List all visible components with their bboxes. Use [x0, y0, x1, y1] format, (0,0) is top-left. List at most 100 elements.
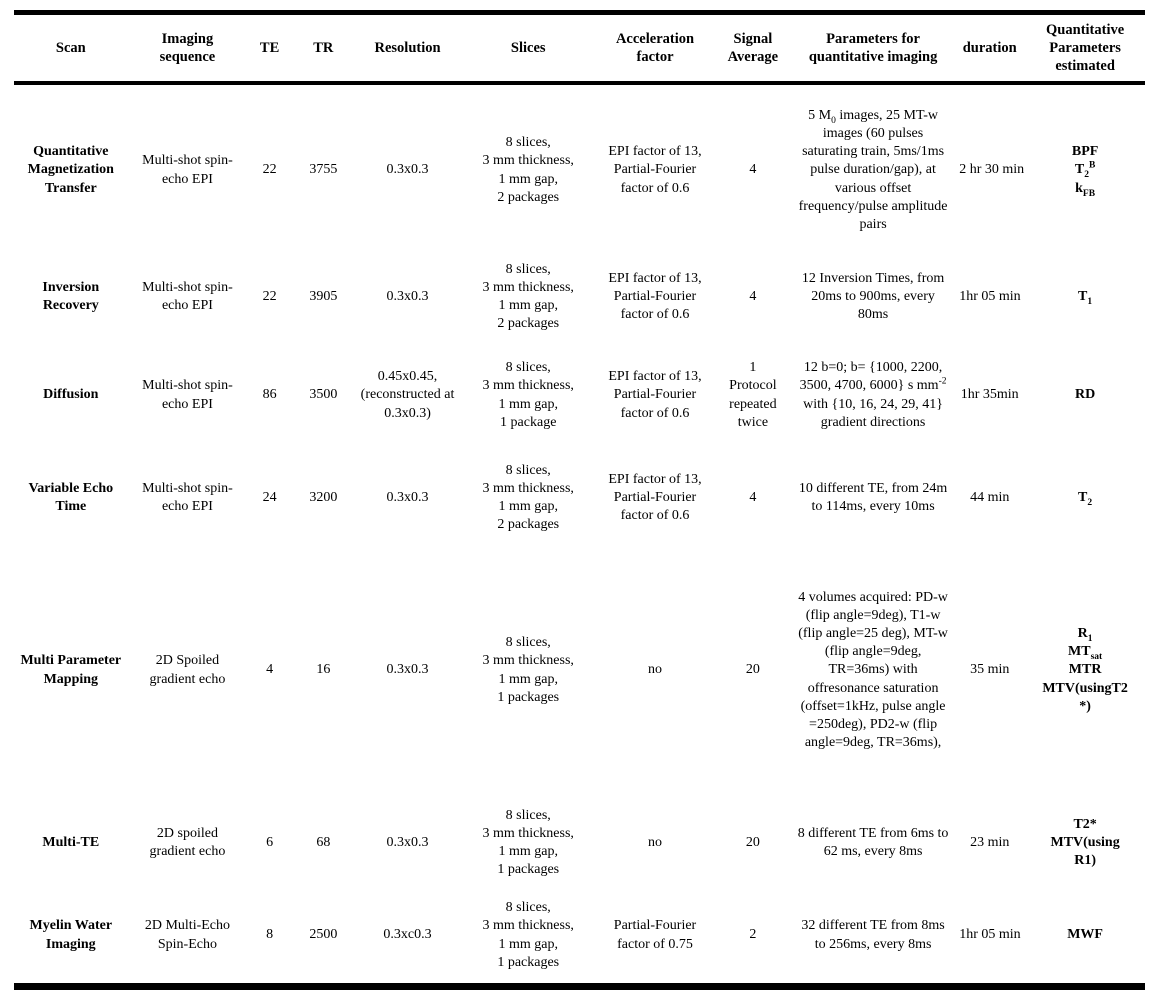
- table-row: Myelin Water Imaging 2D Multi-Echo Spin-E…: [14, 888, 1145, 983]
- table-cell: 4: [749, 288, 757, 304]
- table-body: Quantitative Magnetization Transfer Multi…: [14, 83, 1145, 983]
- table-cell: 2500: [309, 927, 338, 943]
- table-cell: 10 different TE, from 24m to 114ms, ever…: [798, 480, 948, 514]
- mri-protocol-table-wrap: Scan Imaging sequence TE TR Resolution Slices…: [14, 10, 1145, 990]
- table-cell: 3500: [309, 387, 338, 403]
- table-cell: 8 slices, 3 mm thickness, 1 mm gap, 1 packa…: [482, 635, 574, 705]
- column-header: Parameters for quantitative imaging: [808, 30, 938, 65]
- table-cell: EPI factor of 13, Partial-Fourier factor …: [608, 270, 702, 323]
- table-cell: RD: [1074, 387, 1096, 403]
- table-cell: 2D Spoiled gradient echo: [149, 653, 226, 687]
- table-cell: 4: [749, 489, 757, 505]
- column-header: Signal Average: [727, 30, 779, 65]
- table-cell: 32 different TE from 8ms to 256ms, every…: [801, 918, 945, 952]
- table-cell: 8 slices, 3 mm thickness, 1 mm gap, 2 packa…: [482, 462, 574, 533]
- table-cell: EPI factor of 13, Partial-Fourier factor …: [608, 471, 702, 524]
- table-cell: 0.3x0.3: [386, 162, 429, 178]
- table-cell: 1hr 05 min: [959, 288, 1021, 304]
- table-row: Inversion Recovery Multi-shot spin-echo E…: [14, 256, 1145, 338]
- table-cell: 0.3xc0.3: [383, 927, 432, 943]
- table-header: Scan Imaging sequence TE TR Resolution Slices…: [14, 15, 1145, 83]
- table-cell: no: [648, 834, 663, 850]
- table-cell: 3755: [309, 162, 338, 178]
- table-row: Diffusion Multi-shot spin-echo EPI 86 3500 0…: [14, 338, 1145, 453]
- table-cell: 12 Inversion Times, from 20ms to 900ms, …: [801, 270, 945, 323]
- table-cell: 86: [262, 387, 277, 403]
- table-cell: 8 slices, 3 mm thickness, 1 mm gap, 2 packa…: [482, 135, 574, 205]
- table-cell: 2: [749, 927, 757, 943]
- table-cell: 3905: [309, 288, 338, 304]
- column-header: Acceleration factor: [615, 30, 695, 65]
- table-row: Multi-TE 2D spoiled gradient echo 6 68 0.3x0…: [14, 798, 1145, 888]
- table-cell: 8 slices, 3 mm thickness, 1 mm gap, 1 packa…: [482, 807, 574, 878]
- table-cell: 24: [262, 489, 277, 505]
- table-cell: T2* MTV(using R1): [1050, 816, 1120, 869]
- table-cell: 8 slices, 3 mm thickness, 1 mm gap, 2 packa…: [482, 261, 574, 332]
- table-cell: 4 volumes acquired: PD-w (flip angle=9de…: [798, 589, 948, 751]
- column-header: duration: [962, 39, 1017, 56]
- table-cell: 22: [262, 162, 277, 178]
- mri-protocol-table: Scan Imaging sequence TE TR Resolution Slices…: [14, 15, 1145, 983]
- table-cell: 0.3x0.3: [386, 288, 429, 304]
- column-header: Scan: [55, 39, 86, 56]
- table-cell: 68: [316, 834, 331, 850]
- table-cell: 12 b=0; b= {1000, 2200, 3500, 4700, 6000…: [799, 360, 947, 430]
- table-cell: Multi-shot spin-echo EPI: [142, 480, 233, 514]
- table-cell: 8 different TE from 6ms to 62 ms, every …: [797, 825, 949, 859]
- column-header: Quantitative Parameters estimated: [1046, 21, 1125, 75]
- table-cell: Inversion Recovery: [42, 279, 100, 313]
- table-cell: 16: [316, 662, 331, 678]
- table-cell: BPF T2B kFB: [1071, 144, 1099, 199]
- table-cell: Diffusion: [43, 387, 99, 403]
- table-cell: R1 MTsat MTR MTV(usingT2 *): [1042, 626, 1128, 714]
- column-header: Slices: [510, 39, 546, 56]
- column-header: TE: [259, 39, 280, 56]
- table-cell: 0.3x0.3: [386, 662, 429, 678]
- column-header: Resolution: [374, 39, 441, 56]
- table-cell: 1hr 05 min: [959, 927, 1021, 943]
- table-cell: 35 min: [970, 662, 1010, 678]
- table-cell: T2: [1078, 489, 1093, 508]
- table-cell: 8 slices, 3 mm thickness, 1 mm gap, 1 packa…: [482, 360, 574, 430]
- table-cell: 0.45x0.45, (reconstructed at 0.3x0.3): [360, 369, 455, 421]
- table-cell: Multi-TE: [42, 834, 100, 850]
- table-cell: 3200: [309, 489, 338, 505]
- table-cell: 4: [749, 162, 757, 178]
- table-cell: 8: [266, 927, 274, 943]
- table-cell: 20: [745, 834, 760, 850]
- table-row: Variable Echo Time Multi-shot spin-echo E…: [14, 453, 1145, 543]
- table-cell: 4: [266, 662, 274, 678]
- table-cell: EPI factor of 13, Partial-Fourier factor …: [608, 144, 702, 196]
- table-cell: 6: [266, 834, 274, 850]
- header-row: Scan Imaging sequence TE TR Resolution Slices…: [14, 15, 1145, 83]
- column-header: Imaging sequence: [159, 30, 216, 65]
- table-cell: MWF: [1067, 927, 1103, 943]
- table-cell: Multi Parameter Mapping: [20, 653, 122, 687]
- table-cell: EPI factor of 13, Partial-Fourier factor …: [608, 369, 702, 421]
- table-cell: 23 min: [970, 834, 1010, 850]
- table-row: Multi Parameter Mapping 2D Spoiled gradie…: [14, 543, 1145, 798]
- table-cell: no: [648, 662, 663, 678]
- table-cell: Multi-shot spin-echo EPI: [142, 153, 233, 187]
- table-cell: Multi-shot spin-echo EPI: [142, 279, 233, 313]
- table-cell: 2D Multi-Echo Spin-Echo: [144, 918, 231, 952]
- table-cell: Partial-Fourier factor of 0.75: [613, 918, 697, 952]
- table-cell: 2D spoiled gradient echo: [149, 825, 226, 859]
- table-cell: Variable Echo Time: [28, 480, 114, 514]
- table-cell: 0.3x0.3: [386, 489, 429, 505]
- table-cell: 44 min: [970, 489, 1010, 505]
- table-cell: 2 hr 30 min: [959, 162, 1025, 178]
- table-cell: Quantitative Magnetization Transfer: [27, 144, 114, 196]
- table-cell: 1 Protocol repeated twice: [729, 360, 777, 430]
- table-cell: 8 slices, 3 mm thickness, 1 mm gap, 1 packa…: [482, 900, 574, 970]
- table-cell: Myelin Water Imaging: [29, 918, 113, 952]
- table-row: Quantitative Magnetization Transfer Multi…: [14, 83, 1145, 256]
- table-cell: 22: [262, 288, 277, 304]
- column-header: TR: [313, 39, 334, 56]
- table-cell: T1: [1078, 288, 1093, 307]
- table-cell: 20: [745, 662, 760, 678]
- table-cell: 5 M0 images, 25 MT-w images (60 pulses s…: [798, 107, 948, 232]
- table-cell: 0.3x0.3: [386, 834, 429, 850]
- table-cell: 1hr 35min: [960, 387, 1019, 403]
